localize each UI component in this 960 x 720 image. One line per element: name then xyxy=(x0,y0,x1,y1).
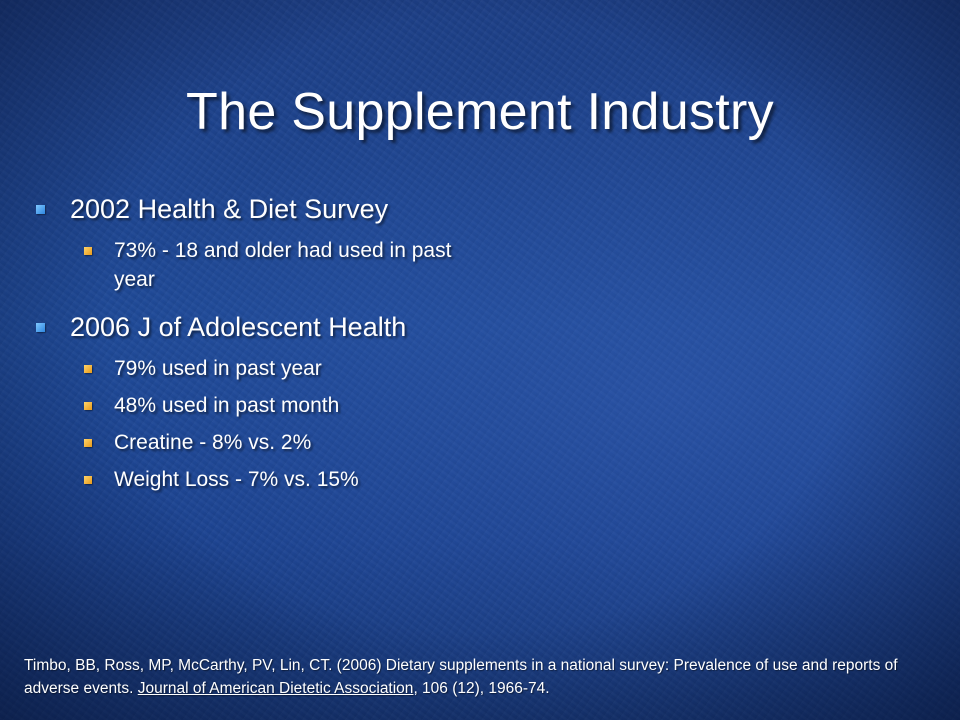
sub-bullet-item: 79% used in past year xyxy=(84,354,456,383)
sub-bullet-item: Weight Loss - 7% vs. 15% xyxy=(84,465,456,494)
bullet-text: 2002 Health & Diet Survey xyxy=(70,194,389,224)
citation-journal: Journal of American Dietetic Association xyxy=(137,680,414,697)
citation-details: , 106 (12), 1966-74. xyxy=(413,680,550,697)
bullet-item-adolescent-health: 2006 J of Adolescent Health xyxy=(36,308,456,346)
square-bullet-icon xyxy=(84,247,92,255)
sub-bullet-text: Weight Loss - 7% vs. 15% xyxy=(114,468,359,491)
bullet-text: 2006 J of Adolescent Health xyxy=(70,312,407,342)
square-bullet-icon xyxy=(84,439,92,447)
square-bullet-icon xyxy=(36,323,45,332)
sub-bullet-text: 73% - 18 and older had used in past year xyxy=(114,239,452,291)
square-bullet-icon xyxy=(84,402,92,410)
citation: Timbo, BB, Ross, MP, McCarthy, PV, Lin, … xyxy=(24,654,944,700)
sub-bullet-text: Creatine - 8% vs. 2% xyxy=(114,431,312,454)
bullet-list: 2002 Health & Diet Survey 73% - 18 and o… xyxy=(36,190,456,502)
bullet-item-health-diet-survey: 2002 Health & Diet Survey xyxy=(36,190,456,228)
square-bullet-icon xyxy=(84,476,92,484)
square-bullet-icon xyxy=(36,205,45,214)
sub-bullet-text: 48% used in past month xyxy=(114,394,340,417)
sub-bullet-item: 48% used in past month xyxy=(84,391,456,420)
sub-bullet-text: 79% used in past year xyxy=(114,357,322,380)
square-bullet-icon xyxy=(84,365,92,373)
sub-bullet-item: 73% - 18 and older had used in past year xyxy=(84,236,456,294)
citation-text: Timbo, BB, Ross, MP, McCarthy, PV, Lin, … xyxy=(24,657,898,697)
slide-title: The Supplement Industry xyxy=(186,83,774,141)
sub-bullet-item: Creatine - 8% vs. 2% xyxy=(84,428,456,457)
